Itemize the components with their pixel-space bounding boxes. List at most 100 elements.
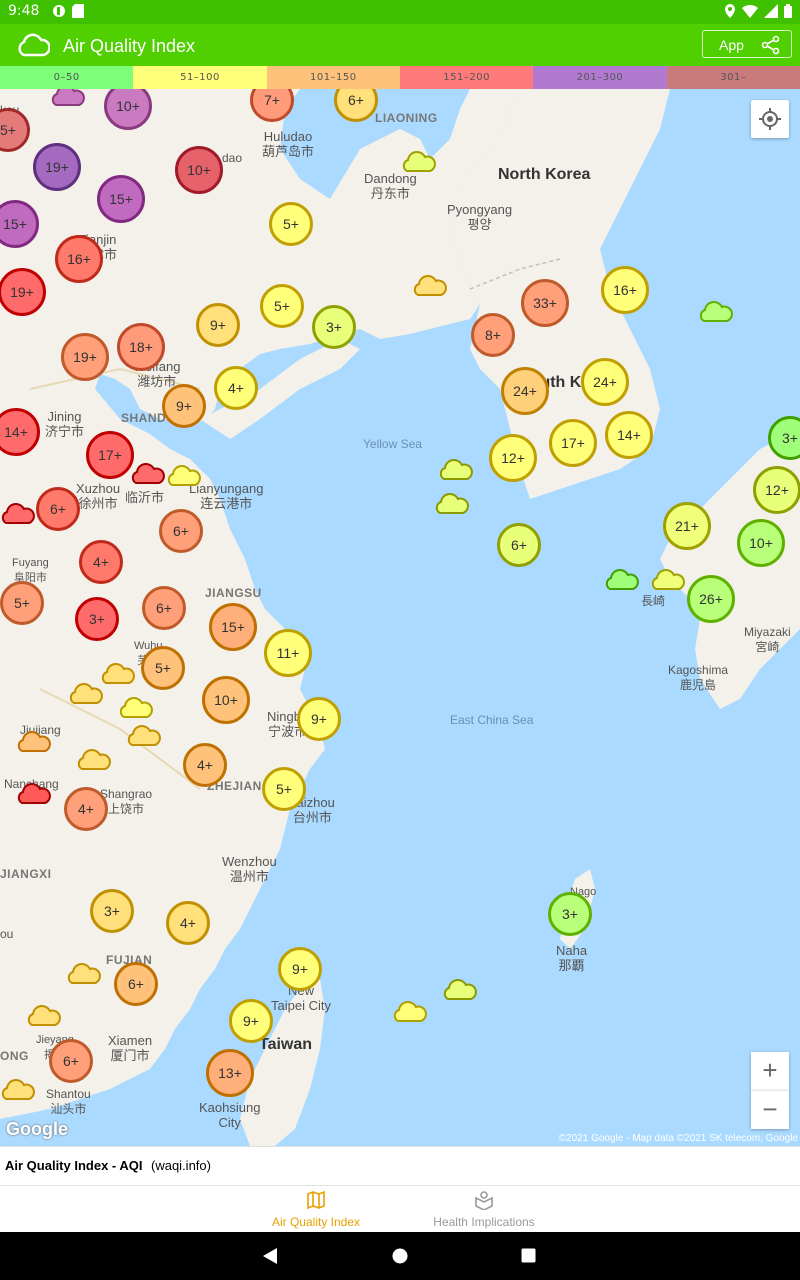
station-cloud-icon[interactable] xyxy=(68,683,104,705)
station-cloud-icon[interactable] xyxy=(392,1001,428,1023)
cluster-marker[interactable]: 4+ xyxy=(79,540,123,584)
cluster-marker[interactable]: 17+ xyxy=(86,431,134,479)
cluster-marker[interactable]: 9+ xyxy=(196,303,240,347)
map-copyright[interactable]: ©2021 Google - Map data ©2021 SK telecom… xyxy=(558,1133,798,1144)
crosshair-icon xyxy=(759,108,781,130)
station-cloud-icon[interactable] xyxy=(100,663,136,685)
station-cloud-icon[interactable] xyxy=(26,1005,62,1027)
cluster-marker[interactable]: 6+ xyxy=(334,89,378,122)
back-icon[interactable] xyxy=(262,1247,278,1265)
cluster-marker[interactable]: 4+ xyxy=(166,901,210,945)
station-cloud-icon[interactable] xyxy=(66,963,102,985)
cluster-marker[interactable]: 3+ xyxy=(312,305,356,349)
zoom-out-button[interactable]: − xyxy=(751,1090,789,1129)
cluster-marker[interactable]: 15+ xyxy=(0,200,39,248)
map-label-east-china-sea: East China Sea xyxy=(450,713,534,727)
cluster-marker[interactable]: 5+ xyxy=(0,108,30,152)
cluster-marker[interactable]: 14+ xyxy=(0,408,40,456)
station-cloud-icon[interactable] xyxy=(401,151,437,173)
station-cloud-icon[interactable] xyxy=(126,725,162,747)
cluster-marker[interactable]: 6+ xyxy=(142,586,186,630)
cluster-marker[interactable]: 3+ xyxy=(75,597,119,641)
map-label-kaohsiung: Kaohsiung City xyxy=(199,1100,261,1130)
cluster-marker[interactable]: 6+ xyxy=(159,509,203,553)
cluster-marker[interactable]: 4+ xyxy=(214,366,258,410)
cluster-marker[interactable]: 13+ xyxy=(206,1049,254,1097)
cluster-marker[interactable]: 19+ xyxy=(61,333,109,381)
cluster-marker[interactable]: 6+ xyxy=(36,487,80,531)
cluster-marker[interactable]: 16+ xyxy=(601,266,649,314)
cluster-marker[interactable]: 12+ xyxy=(489,434,537,482)
cluster-marker[interactable]: 10+ xyxy=(104,89,152,130)
home-icon[interactable] xyxy=(392,1248,408,1264)
cluster-marker[interactable]: 8+ xyxy=(471,313,515,357)
cluster-marker[interactable]: 5+ xyxy=(260,284,304,328)
map-label-naha: Naha 那覇 xyxy=(556,943,588,973)
cluster-marker[interactable]: 19+ xyxy=(0,268,46,316)
cluster-marker[interactable]: 5+ xyxy=(0,581,44,625)
station-cloud-icon[interactable] xyxy=(16,731,52,753)
cluster-marker[interactable]: 24+ xyxy=(501,367,549,415)
station-cloud-icon[interactable] xyxy=(166,465,202,487)
station-cloud-icon[interactable] xyxy=(442,979,478,1001)
cluster-marker[interactable]: 3+ xyxy=(548,892,592,936)
recents-icon[interactable] xyxy=(521,1248,536,1263)
cluster-marker[interactable]: 19+ xyxy=(33,143,81,191)
cluster-marker[interactable]: 11+ xyxy=(264,629,312,677)
map-label-ou: ou xyxy=(0,927,14,941)
zoom-in-button[interactable]: + xyxy=(751,1052,789,1090)
cluster-marker[interactable]: 26+ xyxy=(687,575,735,623)
attribution-source-link[interactable]: (waqi.info) xyxy=(151,1158,211,1173)
cluster-marker[interactable]: 6+ xyxy=(114,962,158,1006)
cluster-marker[interactable]: 3+ xyxy=(768,416,800,460)
my-location-button[interactable] xyxy=(751,100,789,138)
station-cloud-icon[interactable] xyxy=(16,783,52,805)
map-view[interactable]: LIAONING Huludao 葫芦岛市 Dandong 丹东市 North … xyxy=(0,89,800,1146)
legend-very-unhealthy: 201–300 xyxy=(533,66,667,89)
cluster-marker[interactable]: 6+ xyxy=(49,1039,93,1083)
cluster-marker[interactable]: 24+ xyxy=(581,358,629,406)
tab-health-implications[interactable]: Health Implications xyxy=(414,1190,554,1229)
cluster-marker[interactable]: 5+ xyxy=(141,646,185,690)
cluster-marker[interactable]: 14+ xyxy=(605,411,653,459)
station-cloud-icon[interactable] xyxy=(118,697,154,719)
cluster-marker[interactable]: 5+ xyxy=(269,202,313,246)
station-cloud-icon[interactable] xyxy=(650,569,686,591)
cluster-marker[interactable]: 10+ xyxy=(737,519,785,567)
legend-unhealthy: 151–200 xyxy=(399,66,534,89)
station-cloud-icon[interactable] xyxy=(412,275,448,297)
cluster-marker[interactable]: 10+ xyxy=(175,146,223,194)
cluster-marker[interactable]: 33+ xyxy=(521,279,569,327)
app-share-button[interactable]: App xyxy=(702,30,792,58)
cluster-marker[interactable]: 5+ xyxy=(262,767,306,811)
cluster-marker[interactable]: 9+ xyxy=(229,999,273,1043)
cluster-marker[interactable]: 6+ xyxy=(497,523,541,567)
share-icon xyxy=(761,35,780,55)
status-bar: 9:48 xyxy=(0,0,800,24)
cluster-marker[interactable]: 18+ xyxy=(117,323,165,371)
cluster-marker[interactable]: 15+ xyxy=(97,175,145,223)
cluster-marker[interactable]: 21+ xyxy=(663,502,711,550)
cluster-marker[interactable]: 9+ xyxy=(162,384,206,428)
cluster-marker[interactable]: 4+ xyxy=(64,787,108,831)
station-cloud-icon[interactable] xyxy=(0,1079,36,1101)
cluster-marker[interactable]: 9+ xyxy=(278,947,322,991)
station-cloud-icon[interactable] xyxy=(76,749,112,771)
cluster-marker[interactable]: 10+ xyxy=(202,676,250,724)
cluster-marker[interactable]: 12+ xyxy=(753,466,800,514)
cluster-marker[interactable]: 9+ xyxy=(297,697,341,741)
cluster-marker[interactable]: 15+ xyxy=(209,603,257,651)
cluster-marker[interactable]: 3+ xyxy=(90,889,134,933)
station-cloud-icon[interactable] xyxy=(698,301,734,323)
station-cloud-icon[interactable] xyxy=(50,89,86,107)
map-label-qingdao: dao xyxy=(222,151,243,165)
station-cloud-icon[interactable] xyxy=(604,569,640,591)
cluster-marker[interactable]: 17+ xyxy=(549,419,597,467)
tab-air-quality-index[interactable]: Air Quality Index xyxy=(246,1190,386,1229)
station-cloud-icon[interactable] xyxy=(438,459,474,481)
cluster-marker[interactable]: 4+ xyxy=(183,743,227,787)
cluster-marker[interactable]: 16+ xyxy=(55,235,103,283)
station-cloud-icon[interactable] xyxy=(434,493,470,515)
station-cloud-icon[interactable] xyxy=(0,503,36,525)
station-cloud-icon[interactable] xyxy=(130,463,166,485)
